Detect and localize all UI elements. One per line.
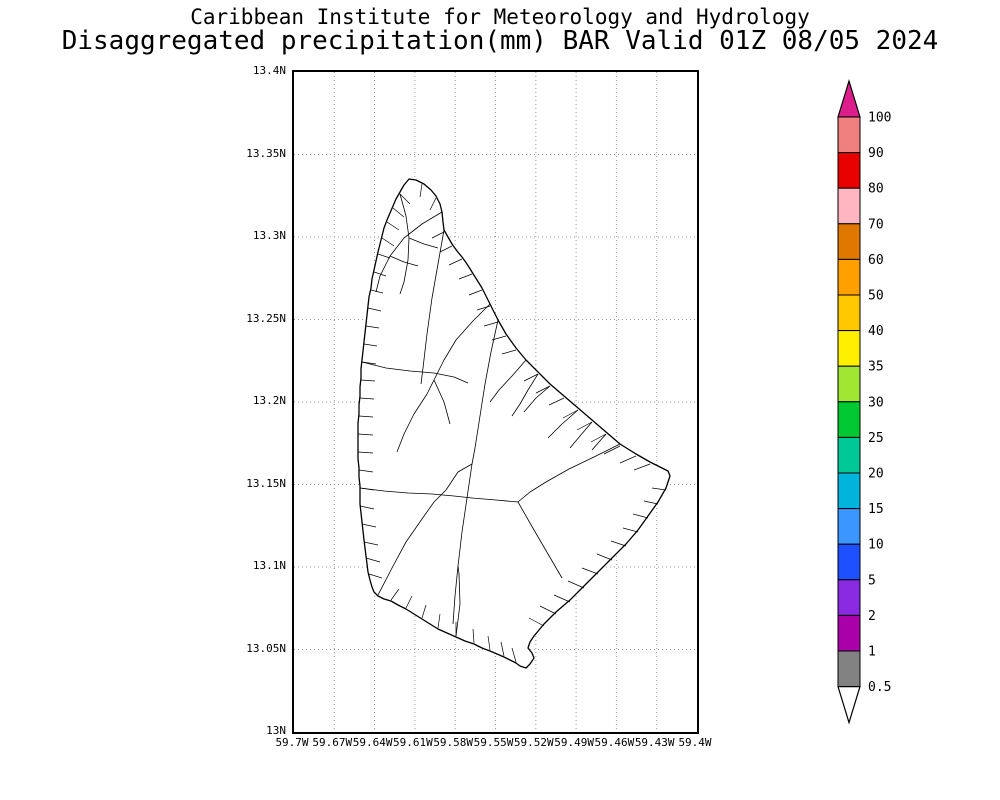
lon-tick-label: 59.67W bbox=[312, 736, 353, 749]
institution-title: Caribbean Institute for Meteorology and … bbox=[190, 5, 810, 29]
colorbar-tick-label: 70 bbox=[868, 217, 884, 232]
colorbar-segment bbox=[837, 472, 861, 510]
colorbar-tick-label: 30 bbox=[868, 395, 884, 410]
colorbar-tick-label: 5 bbox=[868, 573, 876, 588]
colorbar-tick-label: 40 bbox=[868, 324, 884, 339]
lat-tick-label: 13.05N bbox=[246, 641, 286, 655]
colorbar-segment bbox=[837, 401, 861, 438]
colorbar-segment bbox=[837, 223, 861, 260]
lat-tick-label: 13.3N bbox=[252, 229, 286, 242]
colorbar-tick-label: 60 bbox=[868, 253, 884, 268]
colorbar-segment bbox=[837, 614, 861, 652]
product-title: Disaggregated precipitation(mm) BAR Vali… bbox=[61, 26, 939, 56]
colorbar-tick-label: 10 bbox=[868, 538, 884, 553]
lon-tick-label: 59.55W bbox=[473, 736, 514, 749]
colorbar-tick-label: 25 bbox=[868, 431, 884, 446]
colorbar-segment bbox=[837, 116, 861, 154]
lon-tick-label: 59.43W bbox=[634, 736, 675, 749]
colorbar-tick-label: 15 bbox=[868, 502, 884, 517]
colorbar-segment bbox=[837, 187, 861, 225]
colorbar-tick-label: 0.5 bbox=[868, 680, 891, 695]
colorbar-segment bbox=[837, 258, 861, 296]
lat-tick-label: 13.1N bbox=[252, 559, 286, 572]
lat-tick-label: 13.15N bbox=[246, 476, 286, 490]
lat-tick-label: 13.35N bbox=[246, 146, 286, 160]
lon-tick-label: 59.58W bbox=[433, 736, 474, 749]
colorbar-segment bbox=[837, 436, 861, 474]
watershed-boundaries bbox=[359, 193, 621, 637]
colorbar-tick-label: 100 bbox=[868, 111, 891, 126]
lat-tick-label: 13.25N bbox=[246, 311, 286, 325]
colorbar-segment bbox=[837, 294, 861, 332]
colorbar: 100 90 80 70 60 50 40 35 30 25 20 15 10 5 2 1 0.5 bbox=[830, 78, 920, 738]
colorbar-segment bbox=[837, 365, 861, 403]
colorbar-segment bbox=[837, 650, 861, 688]
colorbar-tick-label: 80 bbox=[868, 182, 884, 197]
coastline bbox=[357, 178, 671, 669]
colorbar-scale: 100 90 80 70 60 50 40 35 30 25 20 15 10 5 2 1 0.5 bbox=[837, 78, 891, 725]
colorbar-segment bbox=[837, 508, 861, 545]
lat-tick-label: 13.2N bbox=[252, 394, 286, 407]
colorbar-tick-label: 20 bbox=[868, 467, 884, 482]
lon-tick-label: 59.46W bbox=[594, 736, 635, 749]
colorbar-segment bbox=[837, 579, 861, 616]
lon-tick-label: 59.64W bbox=[352, 736, 393, 749]
island-barbados bbox=[357, 178, 671, 669]
lon-tick-label: 59.4W bbox=[678, 736, 712, 749]
lon-tick-label: 59.49W bbox=[554, 736, 594, 749]
colorbar-segment bbox=[837, 152, 861, 189]
lat-tick-label: 13.4N bbox=[252, 64, 286, 77]
lon-tick-label: 59.52W bbox=[513, 736, 554, 749]
colorbar-tick-label: 1 bbox=[868, 645, 876, 660]
lat-tick-label: 13N bbox=[266, 724, 286, 737]
coastal-drainage-lines bbox=[357, 183, 667, 663]
colorbar-tick-label: 50 bbox=[868, 289, 884, 304]
colorbar-tick-label: 90 bbox=[868, 146, 884, 161]
lon-tick-label: 59.7W bbox=[275, 736, 309, 749]
map-canvas bbox=[294, 72, 697, 732]
colorbar-segment bbox=[837, 330, 861, 367]
colorbar-tick-label: 2 bbox=[868, 609, 876, 624]
lon-tick-label: 59.61W bbox=[393, 736, 433, 749]
colorbar-segment bbox=[837, 543, 861, 581]
map-plot-area bbox=[292, 70, 699, 734]
colorbar-tick-label: 35 bbox=[868, 360, 884, 375]
